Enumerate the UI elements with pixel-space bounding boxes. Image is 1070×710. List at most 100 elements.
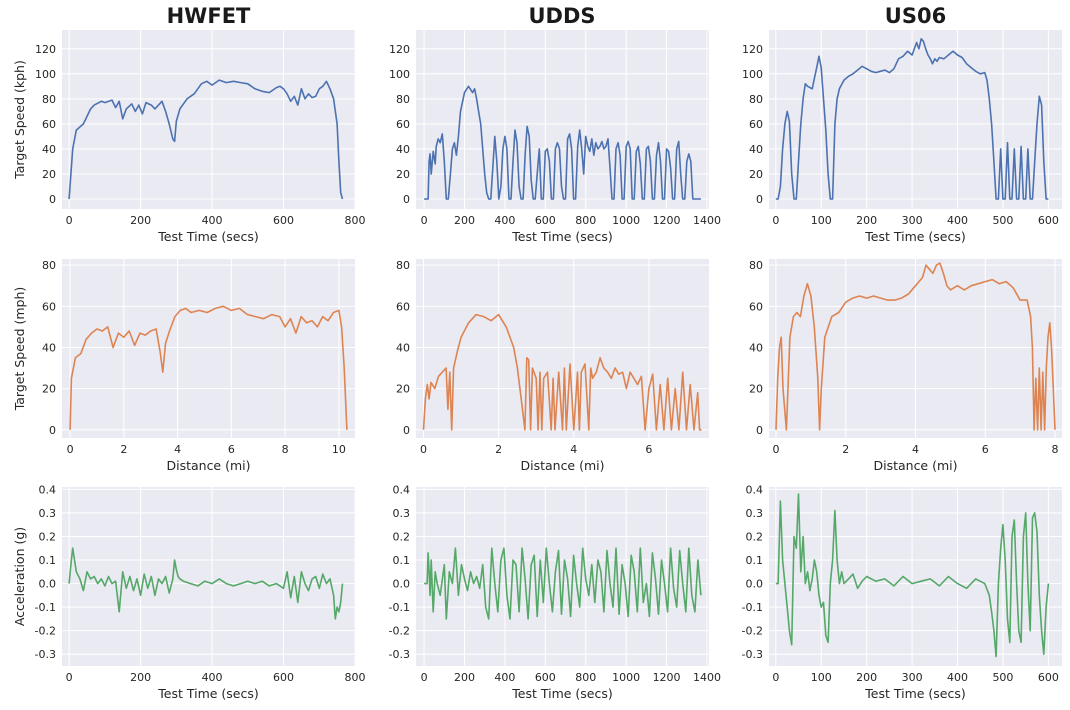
y-tick-label: 0.4 — [393, 483, 411, 496]
x-tick-label: 500 — [992, 214, 1013, 227]
y-tick-label: 20 — [749, 168, 763, 181]
y-tick-label: -0.1 — [742, 601, 763, 614]
x-tick-label: 6 — [982, 443, 989, 456]
x-tick-label: 300 — [902, 214, 923, 227]
y-axis-label: Target Speed (mph) — [12, 287, 27, 412]
chart-panel: -0.3 -0.2 -0.1 0.0 0.1 0.2 0.3 0.4 0 200 400 600 800… — [12, 483, 366, 701]
y-tick-label: 40 — [396, 341, 410, 354]
y-tick-label: 40 — [749, 143, 763, 156]
chart-panel: 0 20 40 60 80 0 2 4 6 8 Distance (mi) — [749, 259, 1062, 473]
y-axis-label: Target Speed (kph) — [12, 60, 27, 180]
x-tick-label: 200 — [454, 214, 475, 227]
x-tick-label: 6 — [645, 443, 652, 456]
y-tick-label: -0.1 — [35, 601, 56, 614]
x-tick-label: 2 — [120, 443, 127, 456]
series-line — [775, 262, 1056, 431]
y-tick-label: 0.3 — [39, 507, 57, 520]
y-tick-label: 100 — [742, 68, 763, 81]
x-tick-label: 800 — [575, 671, 596, 684]
y-tick-label: 80 — [396, 93, 410, 106]
x-tick-label: 400 — [947, 214, 968, 227]
x-tick-label: 8 — [282, 443, 289, 456]
y-tick-label: 0.4 — [746, 483, 764, 496]
y-tick-label: 120 — [35, 43, 56, 56]
y-tick-label: 100 — [35, 68, 56, 81]
y-tick-label: 0 — [403, 424, 410, 437]
y-tick-label: 40 — [396, 143, 410, 156]
y-tick-label: 0.2 — [393, 530, 411, 543]
plot-area — [62, 30, 355, 209]
x-axis-label: Test Time (secs) — [157, 229, 259, 244]
x-tick-label: 1200 — [653, 214, 681, 227]
y-tick-label: 0 — [49, 193, 56, 206]
x-tick-label: 600 — [535, 671, 556, 684]
series-line — [68, 547, 344, 620]
column-title-udds: UDDS — [528, 4, 595, 28]
x-tick-label: 400 — [494, 214, 515, 227]
y-tick-label: -0.3 — [389, 648, 410, 661]
y-tick-label: 20 — [749, 383, 763, 396]
x-tick-label: 800 — [575, 214, 596, 227]
column-title-hwfet: HWFET — [167, 4, 251, 28]
plot-area — [769, 30, 1062, 209]
series-line — [69, 305, 348, 430]
series-line — [422, 313, 702, 431]
y-tick-label: 0.0 — [39, 578, 57, 591]
y-tick-label: -0.2 — [389, 625, 410, 638]
x-tick-label: 1000 — [612, 214, 640, 227]
y-tick-label: 0.3 — [746, 507, 764, 520]
x-tick-label: 100 — [811, 214, 832, 227]
series-line — [424, 85, 701, 200]
x-tick-label: 1400 — [693, 214, 721, 227]
y-tick-label: 120 — [742, 43, 763, 56]
y-tick-label: 20 — [42, 383, 56, 396]
y-tick-label: 0.4 — [39, 483, 57, 496]
y-axis-label: Acceleration (g) — [12, 527, 27, 626]
x-axis-label: Distance (mi) — [520, 458, 604, 473]
y-tick-label: 60 — [749, 118, 763, 131]
x-axis-label: Test Time (secs) — [157, 686, 259, 701]
y-tick-label: 40 — [749, 341, 763, 354]
x-tick-label: 300 — [902, 671, 923, 684]
x-tick-label: 500 — [992, 671, 1013, 684]
y-tick-label: 60 — [42, 300, 56, 313]
series-line — [68, 79, 344, 200]
y-tick-label: 20 — [396, 383, 410, 396]
y-tick-label: 80 — [749, 93, 763, 106]
y-tick-label: 60 — [396, 300, 410, 313]
x-tick-label: 200 — [130, 671, 151, 684]
x-tick-label: 200 — [856, 671, 877, 684]
y-tick-label: 0.1 — [393, 554, 411, 567]
x-tick-label: 0 — [772, 214, 779, 227]
x-tick-label: 200 — [130, 214, 151, 227]
x-axis-label: Test Time (secs) — [511, 229, 613, 244]
y-tick-label: 60 — [749, 300, 763, 313]
y-tick-label: 60 — [42, 118, 56, 131]
x-tick-label: 0 — [66, 214, 73, 227]
y-tick-label: 0.1 — [746, 554, 764, 567]
chart-panel: 0 20 40 60 80 0 2 4 6 Distance (mi) — [396, 259, 709, 473]
y-tick-label: 0 — [756, 424, 763, 437]
y-tick-label: 120 — [389, 43, 410, 56]
x-tick-label: 1200 — [653, 671, 681, 684]
chart-panel: -0.3 -0.2 -0.1 0.0 0.1 0.2 0.3 0.4 0 200 400 600 800… — [389, 483, 721, 701]
x-tick-label: 0 — [420, 443, 427, 456]
x-tick-label: 600 — [1038, 214, 1059, 227]
y-tick-label: 20 — [396, 168, 410, 181]
column-title-us06: US06 — [885, 4, 946, 28]
x-tick-label: 0 — [772, 443, 779, 456]
plot-area — [62, 487, 355, 666]
y-tick-label: 100 — [389, 68, 410, 81]
x-tick-label: 200 — [454, 671, 475, 684]
x-tick-label: 0 — [421, 214, 428, 227]
plot-area — [62, 259, 355, 438]
y-tick-label: -0.3 — [742, 648, 763, 661]
x-tick-label: 2 — [842, 443, 849, 456]
x-tick-label: 0 — [66, 671, 73, 684]
x-tick-label: 600 — [273, 671, 294, 684]
x-tick-label: 600 — [1038, 671, 1059, 684]
y-tick-label: 60 — [396, 118, 410, 131]
